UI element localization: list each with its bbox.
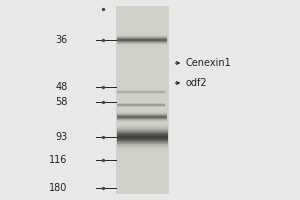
Bar <box>117 42 166 43</box>
Bar <box>117 141 168 142</box>
Bar <box>116 6 169 194</box>
Bar <box>117 134 168 135</box>
Text: Cenexin1: Cenexin1 <box>175 58 232 68</box>
Bar <box>117 39 166 40</box>
Bar <box>117 35 166 36</box>
Text: 116: 116 <box>49 155 68 165</box>
Bar <box>117 116 166 117</box>
Bar <box>117 142 168 143</box>
Text: 58: 58 <box>55 97 68 107</box>
Bar <box>117 44 166 45</box>
Bar <box>117 132 168 133</box>
Bar <box>117 139 168 140</box>
Bar <box>117 113 166 114</box>
Text: 93: 93 <box>55 132 68 142</box>
Bar <box>117 36 166 37</box>
Bar <box>117 138 168 139</box>
Bar <box>117 118 166 119</box>
Bar <box>117 129 168 130</box>
Text: 48: 48 <box>55 82 68 92</box>
Bar <box>117 136 168 137</box>
Bar <box>117 146 168 147</box>
Bar <box>117 143 168 144</box>
Bar <box>117 127 168 128</box>
Bar <box>117 147 168 148</box>
Bar <box>117 133 168 134</box>
Bar <box>117 119 166 120</box>
Bar <box>117 145 168 146</box>
Bar <box>117 128 168 129</box>
Bar <box>117 140 168 141</box>
Bar <box>117 38 166 39</box>
Bar <box>117 130 168 131</box>
Bar <box>117 126 168 127</box>
Bar <box>117 112 166 113</box>
Bar <box>117 40 166 41</box>
Bar <box>117 135 168 136</box>
Bar <box>117 120 166 121</box>
Bar <box>117 137 168 138</box>
Bar <box>117 144 168 145</box>
Bar <box>117 117 166 118</box>
Bar <box>117 125 168 126</box>
Bar <box>117 115 166 116</box>
Bar <box>117 131 168 132</box>
Bar <box>117 37 166 38</box>
Bar <box>117 114 166 115</box>
Bar <box>117 121 166 122</box>
Bar <box>117 43 166 44</box>
Text: 180: 180 <box>49 183 68 193</box>
Text: odf2: odf2 <box>175 78 208 88</box>
Bar <box>117 41 166 42</box>
Text: 36: 36 <box>55 35 68 45</box>
Bar <box>117 148 168 149</box>
